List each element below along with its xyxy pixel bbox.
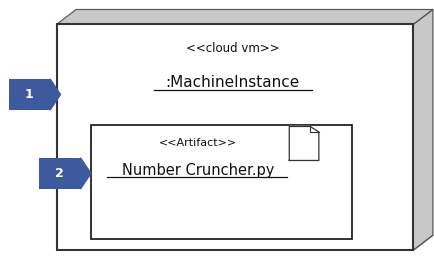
Polygon shape — [50, 79, 60, 110]
Text: :MachineInstance: :MachineInstance — [165, 75, 299, 91]
FancyBboxPatch shape — [56, 24, 412, 250]
Text: Number Cruncher.py: Number Cruncher.py — [122, 162, 273, 178]
FancyBboxPatch shape — [39, 158, 80, 189]
FancyBboxPatch shape — [9, 79, 50, 110]
Polygon shape — [412, 10, 432, 250]
Text: <<Artifact>>: <<Artifact>> — [158, 138, 237, 148]
Polygon shape — [289, 126, 318, 160]
FancyBboxPatch shape — [91, 125, 352, 239]
Polygon shape — [56, 10, 432, 24]
Text: 1: 1 — [25, 88, 34, 101]
Text: 2: 2 — [55, 167, 64, 180]
Text: <<cloud vm>>: <<cloud vm>> — [185, 42, 279, 55]
Polygon shape — [80, 158, 91, 189]
